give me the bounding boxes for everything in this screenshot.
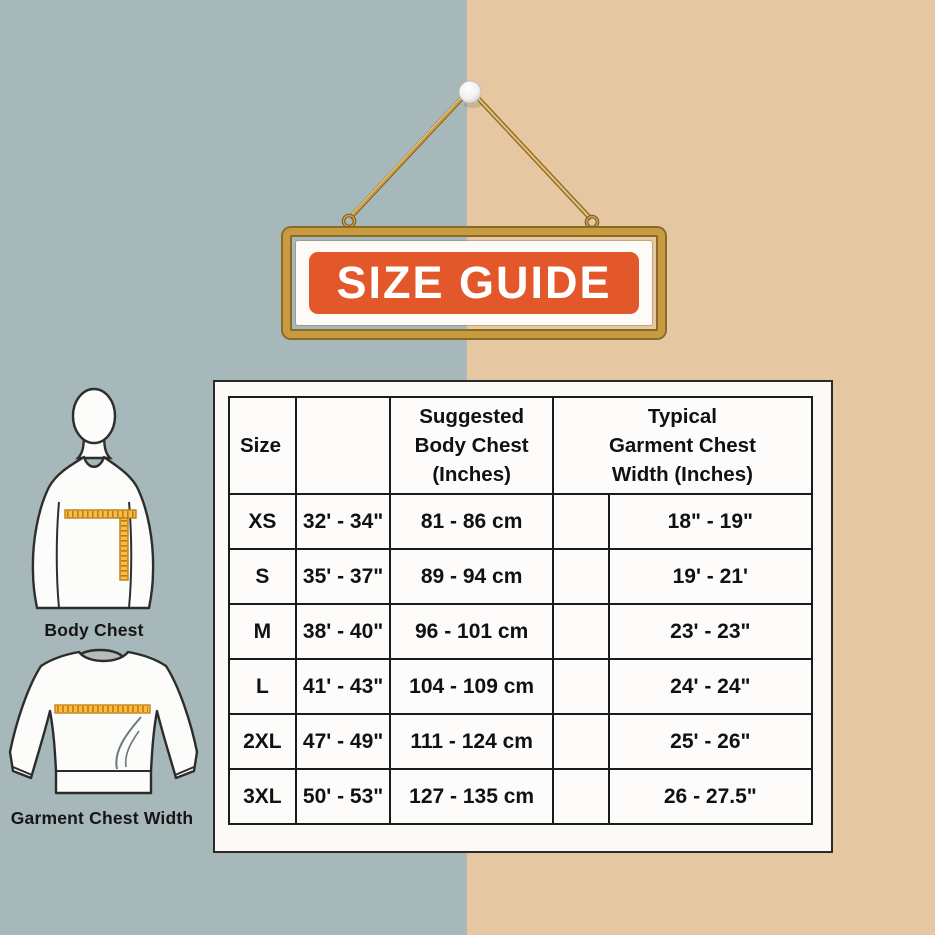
size-cell-col1: XS <box>228 493 297 550</box>
size-cell-col1: L <box>228 658 297 715</box>
measuring-tape-icon <box>64 509 137 581</box>
sign-string-right <box>474 94 593 221</box>
garment-chest-label: Garment Chest Width <box>10 808 194 828</box>
size-cell-col5: 24' - 24" <box>607 658 814 715</box>
size-cell-col4 <box>551 768 610 825</box>
size-cell-col2: 35' - 37" <box>294 548 392 605</box>
wall-pin-icon <box>458 80 482 104</box>
size-cell-col3: 111 - 124 cm <box>389 713 554 770</box>
col-header-2 <box>294 396 392 495</box>
size-guide-sign: SIZE GUIDE <box>283 228 665 338</box>
col-header-4: Typical Garment Chest Width (Inches) <box>551 396 814 495</box>
table-header-row: Size Suggested Body Chest (Inches) Typical… <box>228 396 814 495</box>
size-cell-col5: 19' - 21' <box>607 548 814 605</box>
size-row-L: L 41' - 43" 104 - 109 cm 24' - 24" <box>228 658 814 715</box>
sweatshirt-measure-icon <box>8 648 199 795</box>
size-cell-col5: 23' - 23" <box>607 603 814 660</box>
col-header-3: Suggested Body Chest (Inches) <box>389 396 554 495</box>
measuring-tape-icon <box>54 704 151 714</box>
body-chest-label: Body Chest <box>44 620 144 640</box>
sign-string-left <box>348 94 466 220</box>
size-table-panel: Size Suggested Body Chest (Inches) Typical… <box>213 380 833 853</box>
size-cell-col2: 32' - 34" <box>294 493 392 550</box>
size-cell-col4 <box>551 493 610 550</box>
size-cell-col3: 89 - 94 cm <box>389 548 554 605</box>
size-cell-col1: 3XL <box>228 768 297 825</box>
size-table: Size Suggested Body Chest (Inches) Typical… <box>228 396 814 825</box>
size-cell-col5: 26 - 27.5" <box>607 768 814 825</box>
size-cell-col4 <box>551 603 610 660</box>
size-cell-col2: 47' - 49" <box>294 713 392 770</box>
size-row-3XL: 3XL 50' - 53" 127 - 135 cm 26 - 27.5" <box>228 768 814 825</box>
size-cell-col2: 41' - 43" <box>294 658 392 715</box>
size-cell-col1: 2XL <box>228 713 297 770</box>
col-header-1: Size <box>228 396 297 495</box>
size-cell-col5: 25' - 26" <box>607 713 814 770</box>
size-row-XS: XS 32' - 34" 81 - 86 cm 18" - 19" <box>228 493 814 550</box>
size-row-2XL: 2XL 47' - 49" 111 - 124 cm 25' - 26" <box>228 713 814 770</box>
body-chest-figure: Body Chest <box>26 386 162 641</box>
size-cell-col4 <box>551 713 610 770</box>
size-cell-col1: S <box>228 548 297 605</box>
size-row-M: M 38' - 40" 96 - 101 cm 23' - 23" <box>228 603 814 660</box>
size-cell-col2: 38' - 40" <box>294 603 392 660</box>
size-cell-col4 <box>551 548 610 605</box>
size-cell-col2: 50' - 53" <box>294 768 392 825</box>
size-cell-col1: M <box>228 603 297 660</box>
torso-measure-icon <box>31 387 155 610</box>
size-cell-col3: 104 - 109 cm <box>389 658 554 715</box>
size-guide-banner: SIZE GUIDE <box>309 252 639 314</box>
size-cell-col5: 18" - 19" <box>607 493 814 550</box>
sign-hanger <box>341 80 600 230</box>
size-cell-col3: 96 - 101 cm <box>389 603 554 660</box>
size-cell-col4 <box>551 658 610 715</box>
size-cell-col3: 127 - 135 cm <box>389 768 554 825</box>
sign-mat: SIZE GUIDE <box>296 241 652 325</box>
size-row-S: S 35' - 37" 89 - 94 cm 19' - 21' <box>228 548 814 605</box>
size-cell-col3: 81 - 86 cm <box>389 493 554 550</box>
size-guide-title: SIZE GUIDE <box>336 257 612 308</box>
garment-chest-figure: Garment Chest Width <box>5 645 199 829</box>
